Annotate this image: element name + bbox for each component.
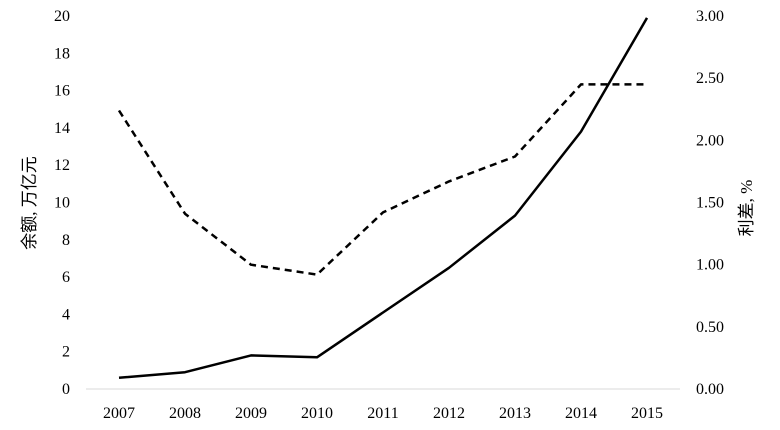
- y-right-tick-label: 3.00: [696, 8, 724, 25]
- y-left-tick-label: 16: [54, 83, 70, 100]
- y-left-tick-label: 8: [62, 232, 70, 249]
- y-left-tick-label: 2: [62, 344, 70, 361]
- x-tick-label: 2009: [235, 405, 267, 422]
- y-left-tick-label: 14: [54, 120, 70, 137]
- x-tick-label: 2014: [565, 405, 597, 422]
- series-line-right-axis: [117, 83, 647, 276]
- series-layer: [117, 17, 649, 380]
- x-tick-label: 2015: [631, 405, 663, 422]
- y-left-tick-label: 4: [62, 306, 70, 323]
- y-left-tick-label: 12: [54, 157, 70, 174]
- series-line-left-axis: [118, 17, 649, 380]
- y-left-tick-labels: 0 2 4 6 8 10 12 14 16 18 20: [54, 8, 70, 398]
- y-right-tick-label: 1.50: [696, 195, 724, 212]
- x-tick-label: 2007: [103, 405, 135, 422]
- y-right-tick-label: 2.50: [696, 70, 724, 87]
- x-tick-label: 2012: [433, 405, 465, 422]
- y-right-tick-label: 1.00: [696, 257, 724, 274]
- x-tick-label: 2008: [169, 405, 201, 422]
- y-left-tick-label: 20: [54, 8, 70, 25]
- y-right-tick-label: 2.00: [696, 132, 724, 149]
- x-tick-label: 2011: [367, 405, 398, 422]
- x-tick-label: 2010: [301, 405, 333, 422]
- y-right-axis-title: 利差, %: [737, 180, 756, 237]
- y-left-tick-label: 0: [62, 381, 70, 398]
- y-left-tick-label: 10: [54, 195, 70, 212]
- y-left-tick-label: 18: [54, 45, 70, 62]
- y-left-axis-title: 余额, 万亿元: [20, 156, 39, 250]
- x-tick-label: 2013: [499, 405, 531, 422]
- y-right-tick-label: 0.00: [696, 381, 724, 398]
- y-right-tick-labels: 0.00 0.50 1.00 1.50 2.00 2.50 3.00: [696, 8, 724, 398]
- y-right-tick-label: 0.50: [696, 319, 724, 336]
- x-tick-labels: 2007 2008 2009 2010 2011 2012 2013 2014 2015: [103, 405, 663, 422]
- y-left-tick-label: 6: [62, 269, 70, 286]
